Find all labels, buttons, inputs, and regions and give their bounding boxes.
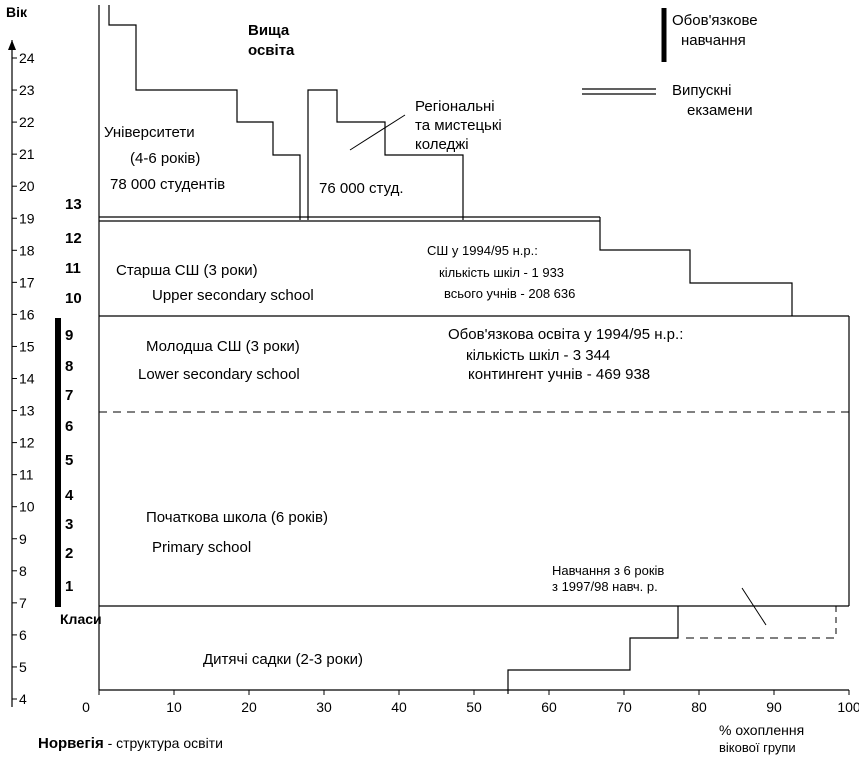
age-tick-label: 11 <box>19 467 34 483</box>
age-tick-label: 14 <box>19 371 35 387</box>
age-tick-label: 4 <box>19 691 27 707</box>
higher-ed-title-line1: Вища <box>248 22 290 39</box>
colleges-pointer <box>349 114 406 151</box>
exams-legend-line1: Випускні <box>672 82 732 99</box>
colleges-name-line3: коледжі <box>415 136 469 153</box>
age-tick-label: 22 <box>19 114 35 130</box>
grade-label: 7 <box>65 387 74 404</box>
upper-secondary-stats-line1: СШ у 1994/95 н.р.: <box>427 243 538 258</box>
compulsory-legend-line2: навчання <box>681 32 746 49</box>
age-tick-label: 5 <box>19 659 27 675</box>
lower-secondary-stats-line2: кількість шкіл - 3 344 <box>466 347 611 364</box>
age-tick-label: 16 <box>19 306 35 322</box>
footer-caption: Норвегія - структура освіти <box>38 735 223 753</box>
upper-secondary-title-en: Upper secondary school <box>152 287 314 304</box>
x-tick-label: 70 <box>616 699 632 715</box>
x-tick-label: 30 <box>316 699 332 715</box>
upper-secondary-outline <box>599 217 793 316</box>
age-axis-label: Вік <box>6 4 28 20</box>
colleges-name-line2: та мистецькі <box>415 117 502 134</box>
kindergarten-outline <box>507 606 679 694</box>
age-tick-label: 13 <box>19 403 35 419</box>
colleges-name-line1: Регіональні <box>415 98 495 115</box>
x-tick-label: 100 <box>837 699 859 715</box>
age-tick-label: 20 <box>19 178 35 194</box>
age-tick-label: 18 <box>19 242 35 258</box>
footer-caption-text: - структура освіти <box>103 735 223 751</box>
lower-secondary-stats-line3: контингент учнів - 469 938 <box>468 366 651 383</box>
upper-secondary-title-uk: Старша СШ (3 роки) <box>116 262 258 279</box>
x-tick-label: 50 <box>466 699 482 715</box>
grade-label: 1 <box>65 578 74 595</box>
grade-label: 13 <box>65 196 82 213</box>
upper-secondary-stats-line3: всього учнів - 208 636 <box>444 286 576 301</box>
x-tick-label: 0 <box>82 699 90 715</box>
age-tick-label: 7 <box>19 595 27 611</box>
age-tick-label: 8 <box>19 563 27 579</box>
primary-title-en: Primary school <box>152 539 252 556</box>
x-tick-label: 10 <box>166 699 182 715</box>
primary-title-uk: Початкова школа (6 років) <box>146 509 328 526</box>
x-tick-label: 90 <box>766 699 782 715</box>
x-tick-label: 80 <box>691 699 707 715</box>
exams-legend-line2: екзамени <box>687 102 753 119</box>
age-tick-label: 23 <box>19 82 35 98</box>
kindergarten-title: Дитячі садки (2-3 роки) <box>203 651 364 668</box>
compulsory-legend-line1: Обов'язкове <box>672 12 758 29</box>
grade-label: 2 <box>65 545 74 562</box>
footer-country: Норвегія <box>38 735 104 752</box>
grade-label: 5 <box>65 452 74 469</box>
universities-name: Університети <box>104 124 195 141</box>
primary-note-line2: з 1997/98 навч. р. <box>552 579 658 594</box>
universities-students: 78 000 студентів <box>110 176 226 193</box>
grade-label: 11 <box>65 260 81 277</box>
universities-duration: (4-6 років) <box>130 150 201 167</box>
grade-label: 9 <box>65 327 74 344</box>
age-tick-label: 21 <box>19 146 35 162</box>
age-tick-label: 24 <box>19 50 35 66</box>
age-tick-label: 12 <box>19 435 35 451</box>
x-tick-label: 40 <box>391 699 407 715</box>
x-axis-label-line2: вікової групи <box>719 740 796 755</box>
age-tick-label: 9 <box>19 531 27 547</box>
age-tick-label: 15 <box>19 338 35 354</box>
lower-secondary-stats-line1: Обов'язкова освіта у 1994/95 н.р.: <box>448 326 684 343</box>
x-axis-ticks: 0 10 20 30 40 50 60 70 80 90 100 <box>82 690 859 715</box>
universities-outline <box>108 5 301 220</box>
x-axis-label-line1: % охоплення <box>719 722 805 738</box>
upper-secondary-stats-line2: кількість шкіл - 1 933 <box>439 265 565 280</box>
lower-secondary-title-uk: Молодша СШ (3 роки) <box>146 338 300 355</box>
age-tick-label: 6 <box>19 627 27 643</box>
lower-secondary-title-en: Lower secondary school <box>138 366 300 383</box>
colleges-outline <box>307 89 464 220</box>
grade-label: 3 <box>65 516 74 533</box>
age-tick-label: 10 <box>19 499 35 515</box>
age-axis-ticks: 24 23 22 21 20 19 18 17 16 15 14 13 12 11 10 9 8 7 6 5 4 <box>12 50 35 707</box>
grades-label: Класи <box>60 611 102 627</box>
grade-label: 4 <box>65 487 74 504</box>
colleges-students: 76 000 студ. <box>319 180 404 197</box>
primary-note-line1: Навчання з 6 років <box>552 563 665 578</box>
grade-label: 8 <box>65 358 74 375</box>
age-axis-arrow <box>8 40 16 50</box>
x-tick-label: 60 <box>541 699 557 715</box>
x-tick-label: 20 <box>241 699 257 715</box>
age-6-note-pointer <box>741 587 767 626</box>
grade-label: 12 <box>65 230 82 247</box>
grade-label: 10 <box>65 290 82 307</box>
age-tick-label: 17 <box>19 274 35 290</box>
higher-ed-title-line2: освіта <box>248 42 295 59</box>
age-tick-label: 19 <box>19 210 35 226</box>
grade-label: 6 <box>65 418 74 435</box>
